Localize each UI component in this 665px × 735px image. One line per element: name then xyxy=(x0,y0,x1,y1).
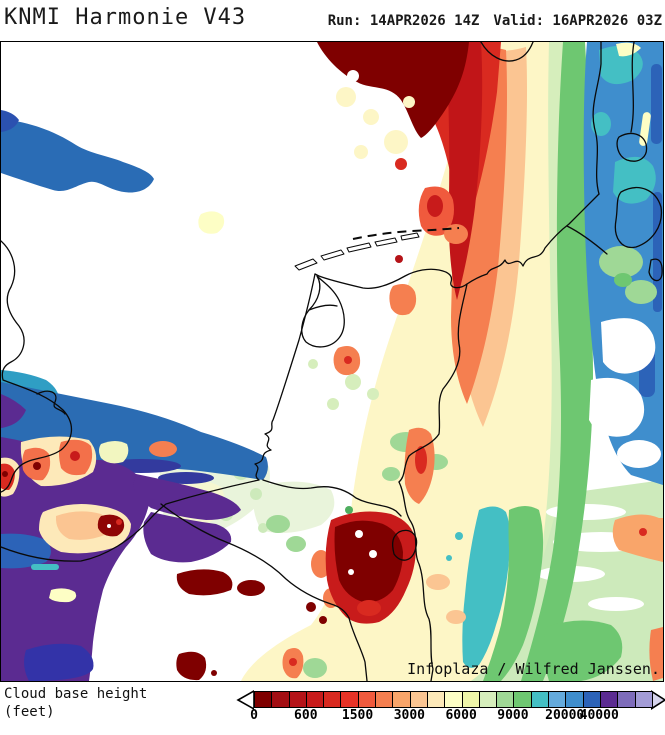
colorbar-tick-label: 9000 xyxy=(497,708,529,723)
colorbar-cell xyxy=(255,692,273,707)
colorbar-cell xyxy=(566,692,584,707)
colorbar-cells xyxy=(254,691,653,708)
legend-label: Cloud base height (feet) xyxy=(4,685,147,721)
colorbar-cell xyxy=(306,692,325,707)
colorbar-cell xyxy=(341,692,359,707)
colorbar-cell xyxy=(618,692,636,707)
colorbar-tick-label: 1500 xyxy=(341,708,374,723)
map-attribution: Infoplaza / Wilfred Janssen. xyxy=(407,660,660,678)
map-region-uk-channel xyxy=(1,370,268,681)
map-region-north-red-band xyxy=(317,42,528,427)
map-region-wadden-orange-cluster xyxy=(333,186,468,376)
colorbar-cell xyxy=(479,692,498,707)
colorbar-cell xyxy=(497,692,515,707)
colorbar-cell xyxy=(583,692,601,707)
colorbar-ticks: 0 600 1500 3000 6000 9000 20000 40000 xyxy=(250,708,651,724)
colorbar-cell xyxy=(376,692,394,707)
colorbar-cell xyxy=(427,692,446,707)
weather-map: Infoplaza / Wilfred Janssen. xyxy=(0,41,664,682)
colorbar-cell xyxy=(531,692,550,707)
colorbar-cell xyxy=(600,692,619,707)
run-label: Run: 14APR2026 14Z xyxy=(327,13,480,29)
map-region-north-sea-band xyxy=(1,110,225,234)
colorbar-cell xyxy=(514,692,532,707)
page-title: KNMI Harmonie V43 xyxy=(4,5,247,30)
colorbar-cell xyxy=(358,692,377,707)
legend-label-line2: (feet) xyxy=(4,704,55,720)
map-region-ardennes-dark-red xyxy=(176,427,466,681)
colorbar-tick-label: 40000 xyxy=(579,708,619,723)
map-canvas xyxy=(1,42,663,681)
colorbar-tick-label: 0 xyxy=(250,708,258,723)
header: KNMI Harmonie V43 Run: 14APR2026 14Z Vali… xyxy=(0,0,665,41)
colorbar-cell xyxy=(635,692,652,707)
run-valid-label: Run: 14APR2026 14Z Valid: 16APR2026 03Z xyxy=(328,13,662,29)
colorbar-tick-label: 3000 xyxy=(393,708,425,723)
dashed-boundary-line xyxy=(352,227,460,240)
map-region-southeast-warm-patches xyxy=(282,514,663,681)
colorbar-right-arrow xyxy=(651,689,665,710)
colorbar-left-arrow xyxy=(236,689,254,710)
colorbar-tick-label: 6000 xyxy=(445,708,477,723)
colorbar-cell xyxy=(324,692,342,707)
colorbar-cell xyxy=(445,692,463,707)
coastlines xyxy=(1,42,663,681)
valid-label: Valid: 16APR2026 03Z xyxy=(493,13,662,29)
colorbar-tick-label: 600 xyxy=(294,708,318,723)
colorbar-cell xyxy=(549,692,567,707)
colorbar-cell xyxy=(410,692,428,707)
colorbar-cell xyxy=(462,692,480,707)
legend-label-line1: Cloud base height xyxy=(4,686,148,702)
colorbar-cell xyxy=(272,692,290,707)
colorbar-cell xyxy=(393,692,411,707)
colorbar-tick-label: 20000 xyxy=(545,708,585,723)
map-region-northeast-blue-field xyxy=(583,42,663,485)
colorbar-cell xyxy=(289,692,307,707)
